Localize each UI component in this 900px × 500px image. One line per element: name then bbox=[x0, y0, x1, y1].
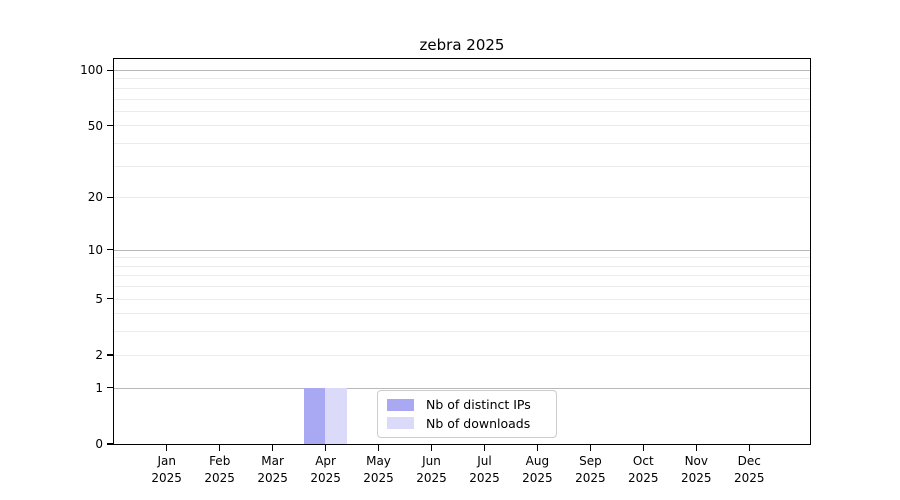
legend-label-distinct-ips: Nb of distinct IPs bbox=[426, 397, 531, 413]
gridline-minor-y-70 bbox=[113, 98, 810, 100]
bars-layer bbox=[114, 59, 810, 444]
gridline-minor-y-40 bbox=[113, 142, 810, 144]
y-tick-label-20: 20 bbox=[87, 190, 103, 205]
x-tick-label-jan: Jan 2025 bbox=[135, 453, 199, 486]
x-tick-mark-oct bbox=[642, 445, 644, 451]
x-tick-month-jun: Jun bbox=[422, 454, 441, 468]
x-tick-month-may: May bbox=[366, 454, 391, 468]
x-tick-mark-sep bbox=[589, 445, 591, 451]
x-tick-mark-feb bbox=[219, 445, 221, 451]
x-tick-label-nov: Nov 2025 bbox=[664, 453, 728, 486]
y-tick-label-10: 10 bbox=[87, 242, 103, 257]
x-tick-label-dec: Dec 2025 bbox=[717, 453, 781, 486]
x-tick-mark-nov bbox=[695, 445, 697, 451]
y-tick-label-100: 100 bbox=[80, 63, 103, 78]
x-tick-month-sep: Sep bbox=[579, 454, 602, 468]
x-tick-year-aug: 2025 bbox=[522, 470, 553, 485]
legend-item-downloads: Nb of downloads bbox=[387, 416, 547, 431]
x-tick-month-aug: Aug bbox=[525, 454, 550, 468]
x-tick-label-aug: Aug 2025 bbox=[505, 453, 569, 486]
x-tick-mark-apr bbox=[325, 445, 327, 451]
x-tick-year-may: 2025 bbox=[363, 470, 394, 485]
x-tick-year-sep: 2025 bbox=[575, 470, 606, 485]
gridline-major-y-1 bbox=[113, 387, 810, 389]
gridline-minor-y-20 bbox=[113, 197, 810, 199]
x-tick-month-dec: Dec bbox=[737, 454, 761, 468]
legend-swatch-distinct-ips-icon bbox=[387, 398, 414, 411]
x-tick-label-feb: Feb 2025 bbox=[188, 453, 252, 486]
gridline-minor-y-50 bbox=[113, 125, 810, 127]
x-tick-month-feb: Feb bbox=[209, 454, 231, 468]
y-tick-label-5: 5 bbox=[95, 291, 103, 306]
x-tick-year-nov: 2025 bbox=[681, 470, 712, 485]
x-tick-mark-jul bbox=[483, 445, 486, 451]
bar-nb-of-distinct-ips-apr bbox=[304, 387, 326, 444]
gridline-minor-y-6 bbox=[113, 286, 810, 288]
x-tick-month-mar: Mar bbox=[261, 454, 284, 468]
y-tick-label-0: 0 bbox=[95, 437, 103, 451]
x-tick-label-oct: Oct 2025 bbox=[611, 453, 675, 486]
gridline-minor-y-80 bbox=[113, 87, 810, 89]
gridline-minor-y-8 bbox=[113, 265, 810, 267]
plot-area bbox=[112, 57, 811, 445]
x-tick-label-sep: Sep 2025 bbox=[558, 453, 622, 486]
x-tick-label-jul: Jul 2025 bbox=[453, 453, 517, 486]
bar-nb-of-downloads-apr bbox=[325, 387, 347, 444]
x-tick-mark-dec bbox=[748, 445, 750, 451]
x-tick-month-apr: Apr bbox=[315, 454, 336, 468]
x-tick-year-jan: 2025 bbox=[151, 470, 182, 485]
legend: Nb of distinct IPs Nb of downloads bbox=[377, 390, 557, 438]
legend-label-downloads: Nb of downloads bbox=[426, 415, 531, 431]
gridline-minor-y-9 bbox=[113, 257, 810, 259]
x-tick-mark-mar bbox=[272, 445, 274, 451]
x-tick-label-jun: Jun 2025 bbox=[400, 453, 464, 486]
gridlines-layer bbox=[113, 59, 810, 444]
gridline-minor-y-4 bbox=[113, 313, 810, 315]
x-tick-label-mar: Mar 2025 bbox=[241, 453, 305, 486]
x-tick-mark-aug bbox=[536, 445, 538, 451]
gridline-minor-y-90 bbox=[113, 78, 810, 80]
gridline-minor-y-3 bbox=[113, 331, 810, 333]
x-tick-mark-may bbox=[377, 445, 380, 451]
x-tick-month-jan: Jan bbox=[157, 454, 176, 468]
x-tick-year-oct: 2025 bbox=[628, 470, 659, 485]
x-tick-year-feb: 2025 bbox=[204, 470, 235, 485]
y-tick-label-2: 2 bbox=[95, 348, 103, 362]
gridline-major-y-10 bbox=[113, 249, 810, 251]
gridline-minor-y-7 bbox=[113, 275, 810, 277]
gridline-major-y-100 bbox=[113, 69, 810, 71]
x-tick-year-jun: 2025 bbox=[416, 470, 447, 485]
y-tick-label-1: 1 bbox=[95, 380, 103, 395]
x-tick-mark-jan bbox=[166, 445, 168, 451]
x-tick-label-apr: Apr 2025 bbox=[294, 453, 358, 486]
gridline-minor-y-60 bbox=[113, 110, 810, 112]
gridline-minor-y-30 bbox=[113, 165, 810, 167]
gridline-minor-y-2 bbox=[113, 354, 810, 356]
x-tick-year-mar: 2025 bbox=[257, 470, 288, 485]
x-tick-month-nov: Nov bbox=[684, 454, 708, 468]
x-tick-month-oct: Oct bbox=[632, 454, 654, 468]
gridline-minor-y-5 bbox=[113, 298, 810, 300]
y-tick-label-50: 50 bbox=[87, 118, 103, 133]
x-tick-label-may: May 2025 bbox=[347, 453, 411, 486]
x-tick-month-jul: Jul bbox=[477, 454, 492, 468]
x-tick-year-dec: 2025 bbox=[734, 470, 765, 485]
chart-title: zebra 2025 bbox=[419, 36, 505, 54]
x-tick-year-apr: 2025 bbox=[310, 470, 341, 485]
x-tick-year-jul: 2025 bbox=[469, 470, 500, 485]
legend-swatch-downloads-icon bbox=[387, 417, 414, 430]
legend-item-distinct-ips: Nb of distinct IPs bbox=[387, 397, 547, 412]
x-tick-mark-jun bbox=[430, 445, 433, 451]
